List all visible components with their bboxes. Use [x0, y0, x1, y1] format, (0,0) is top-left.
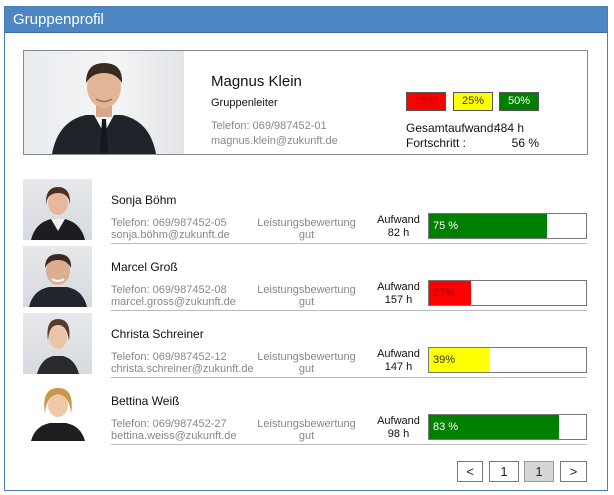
- group-profile-window: Gruppenprofil Magnus Klein Gruppenleiter…: [4, 6, 608, 491]
- row-divider: [111, 444, 587, 445]
- previous-page-button[interactable]: <: [457, 461, 483, 482]
- effort-value: 82 h: [387, 227, 410, 239]
- member-name: Marcel Groß: [111, 260, 178, 274]
- member-photo: [23, 380, 92, 441]
- performance-value: gut: [298, 296, 315, 308]
- effort-label: Aufwand: [377, 281, 420, 293]
- current-page-button[interactable]: 1: [524, 461, 554, 482]
- leader-name: Magnus Klein: [211, 73, 302, 90]
- member-avatar-icon: [29, 254, 87, 307]
- member-photo: [23, 313, 92, 374]
- row-divider: [111, 243, 587, 244]
- leader-avatar-icon: [52, 63, 156, 154]
- progress-text: 83 %: [433, 421, 459, 433]
- progress-fill: [429, 415, 560, 439]
- progress-bar: 83 %: [428, 414, 587, 440]
- member-photo: [23, 179, 92, 240]
- leader-card: Magnus Klein Gruppenleiter Telefon: 069/…: [23, 50, 588, 155]
- next-page-button[interactable]: >: [560, 461, 587, 482]
- performance-value: gut: [298, 229, 315, 241]
- progress-fill: [429, 281, 472, 305]
- row-divider: [111, 377, 587, 378]
- progress-fill: [429, 348, 491, 372]
- member-phone: Telefon: 069/987452-12: [111, 351, 227, 363]
- leader-photo: [24, 51, 184, 154]
- effort-label: Aufwand: [377, 214, 420, 226]
- member-row[interactable]: Marcel Groß Telefon: 069/987452-08 marce…: [23, 246, 588, 312]
- progress-value: 56 %: [511, 136, 539, 150]
- performance-label: Leistungsbewertung: [257, 284, 356, 296]
- effort-value: 157 h: [384, 294, 413, 306]
- total-effort-value: 484 h: [494, 121, 525, 135]
- window-title: Gruppenprofil: [5, 7, 607, 33]
- member-email[interactable]: sonja.böhm@zukunft.de: [111, 229, 230, 241]
- member-email[interactable]: marcel.gross@zukunft.de: [111, 296, 236, 308]
- row-divider: [111, 310, 587, 311]
- legend-yellow-badge: 25%: [453, 92, 493, 111]
- progress-text: 75 %: [433, 220, 459, 232]
- progress-bar: 39%: [428, 347, 587, 373]
- effort-value: 98 h: [387, 428, 410, 440]
- progress-label: Fortschritt :: [406, 136, 467, 150]
- performance-label: Leistungsbewertung: [257, 418, 356, 430]
- effort-label: Aufwand: [377, 415, 420, 427]
- legend-green-badge: 50%: [499, 92, 539, 111]
- member-name: Christa Schreiner: [111, 327, 204, 341]
- member-avatar-icon: [31, 388, 85, 441]
- leader-phone: Telefon: 069/987452-01: [211, 120, 327, 132]
- member-phone: Telefon: 069/987452-27: [111, 418, 227, 430]
- member-row[interactable]: Bettina Weiß Telefon: 069/987452-27 bett…: [23, 380, 588, 446]
- effort-value: 147 h: [384, 361, 413, 373]
- performance-value: gut: [298, 430, 315, 442]
- member-photo: [23, 246, 92, 307]
- page-number-button[interactable]: 1: [489, 461, 519, 482]
- progress-bar: 75 %: [428, 213, 587, 239]
- total-effort-label: Gesamtaufwand:: [406, 121, 497, 135]
- performance-value: gut: [298, 363, 315, 375]
- leader-role: Gruppenleiter: [211, 97, 278, 109]
- member-avatar-icon: [37, 319, 79, 374]
- member-row[interactable]: Sonja Böhm Telefon: 069/987452-05 sonja.…: [23, 179, 588, 245]
- member-email[interactable]: christa.schreiner@zukunft.de: [111, 363, 254, 375]
- progress-fill: [429, 214, 547, 238]
- performance-label: Leistungsbewertung: [257, 217, 356, 229]
- member-phone: Telefon: 069/987452-08: [111, 284, 227, 296]
- effort-label: Aufwand: [377, 348, 420, 360]
- member-email[interactable]: bettina.weiss@zukunft.de: [111, 430, 237, 442]
- member-name: Sonja Böhm: [111, 193, 177, 207]
- leader-email[interactable]: magnus.klein@zukunft.de: [211, 135, 338, 147]
- progress-text: 39%: [433, 354, 456, 366]
- member-row[interactable]: Christa Schreiner Telefon: 069/987452-12…: [23, 313, 588, 379]
- member-avatar-icon: [31, 187, 85, 240]
- member-phone: Telefon: 069/987452-05: [111, 217, 227, 229]
- member-name: Bettina Weiß: [111, 394, 180, 408]
- progress-text: 27%: [433, 287, 456, 299]
- performance-label: Leistungsbewertung: [257, 351, 356, 363]
- progress-bar: 27%: [428, 280, 587, 306]
- legend-red-badge: 25%: [406, 92, 446, 111]
